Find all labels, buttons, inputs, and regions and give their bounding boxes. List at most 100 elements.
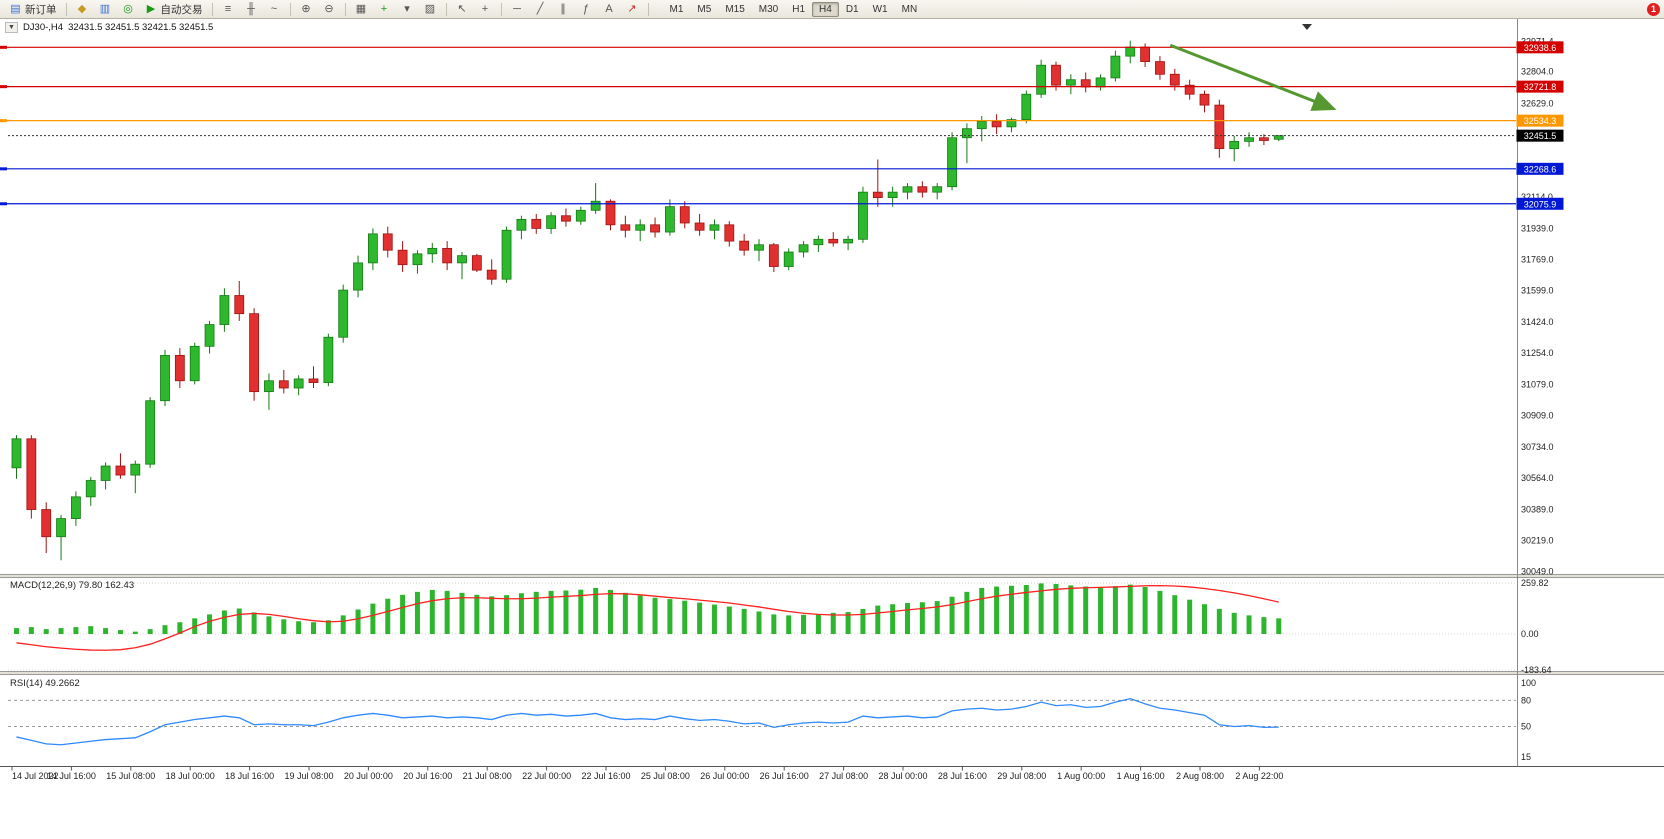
zoom-out-icon: ⊖ (324, 3, 334, 15)
svg-text:32075.9: 32075.9 (1524, 199, 1557, 209)
accounts-button[interactable]: ▥ (94, 0, 117, 18)
candlestick-chart-icon: ╫ (247, 3, 255, 15)
autotrade-button[interactable]: ▶ 自动交易 (140, 0, 208, 18)
zoom-in-button[interactable]: ⊕ (295, 0, 318, 18)
svg-text:21 Jul 08:00: 21 Jul 08:00 (463, 771, 512, 781)
svg-text:2 Aug 22:00: 2 Aug 22:00 (1235, 771, 1283, 781)
text-tool-button[interactable]: A (598, 0, 621, 18)
price-label-box: 32075.9 (1516, 197, 1564, 210)
svg-text:28 Jul 16:00: 28 Jul 16:00 (938, 771, 987, 781)
svg-text:31599.0: 31599.0 (1521, 285, 1554, 295)
tile-windows-icon: ▦ (355, 3, 367, 15)
candlestick-chart-button[interactable]: ╫ (240, 0, 263, 18)
horizontal-line[interactable] (0, 202, 1516, 206)
bar-chart-button[interactable]: ≡ (217, 0, 240, 18)
timeframe-d1[interactable]: D1 (845, 3, 859, 15)
svg-text:15: 15 (1521, 752, 1531, 762)
timeframe-h4[interactable]: H4 (812, 1, 839, 17)
svg-text:259.82: 259.82 (1521, 578, 1549, 588)
timeframe-m30[interactable]: M30 (758, 3, 779, 15)
pane-separator[interactable] (0, 574, 1664, 578)
timeframe-w1[interactable]: W1 (872, 3, 888, 15)
arrows-tool-button[interactable]: ↗ (621, 0, 644, 18)
svg-text:30564.0: 30564.0 (1521, 473, 1554, 483)
tile-windows-button[interactable]: ▦ (350, 0, 373, 18)
svg-text:26 Jul 00:00: 26 Jul 00:00 (700, 771, 749, 781)
periods-button[interactable]: ▾ (396, 0, 419, 18)
timeframe-h1[interactable]: H1 (792, 3, 806, 15)
pane-separator[interactable] (0, 671, 1664, 675)
svg-text:1 Aug 16:00: 1 Aug 16:00 (1117, 771, 1165, 781)
templates-button[interactable]: ▨ (419, 0, 442, 18)
arrows-tool-icon: ↗ (627, 3, 637, 15)
svg-text:31079.0: 31079.0 (1521, 380, 1554, 390)
text-tool-icon: A (605, 3, 613, 15)
one-click-trading-toggle[interactable]: ▼ (5, 22, 18, 33)
chart-shift-marker[interactable] (1302, 24, 1312, 30)
accounts-icon: ▥ (99, 3, 111, 15)
timeframe-m15[interactable]: M15 (725, 3, 745, 15)
price-label-box: 32938.6 (1516, 41, 1564, 54)
svg-text:32114.0: 32114.0 (1521, 192, 1553, 202)
macd-pane (8, 582, 1516, 671)
funds-button[interactable]: ◆ (71, 0, 94, 18)
fibonacci-icon: ƒ (582, 3, 590, 15)
price-label-box: 32721.8 (1516, 80, 1564, 93)
horizontal-line[interactable] (0, 167, 1516, 171)
svg-text:18 Jul 00:00: 18 Jul 00:00 (166, 771, 215, 781)
svg-text:27 Jul 08:00: 27 Jul 08:00 (819, 771, 868, 781)
svg-text:22 Jul 16:00: 22 Jul 16:00 (581, 771, 630, 781)
cursor-icon: ↖ (457, 3, 467, 15)
timeframe-m5[interactable]: M5 (697, 3, 712, 15)
support-button[interactable]: ◎ (117, 0, 140, 18)
svg-text:18 Jul 16:00: 18 Jul 16:00 (225, 771, 274, 781)
horizontal-line[interactable] (0, 85, 1516, 89)
svg-text:32534.3: 32534.3 (1524, 116, 1557, 126)
svg-text:2 Aug 08:00: 2 Aug 08:00 (1176, 771, 1224, 781)
svg-text:30734.0: 30734.0 (1521, 442, 1554, 452)
periods-icon: ▾ (404, 3, 410, 15)
chart-header: ▼ DJ30-,H4 32431.5 32451.5 32421.5 32451… (5, 22, 213, 33)
rsi-label: RSI(14) 49.2662 (10, 678, 80, 689)
svg-text:30049.0: 30049.0 (1521, 566, 1554, 576)
svg-text:100: 100 (1521, 678, 1536, 688)
svg-text:1 Aug 00:00: 1 Aug 00:00 (1057, 771, 1105, 781)
svg-text:32804.0: 32804.0 (1521, 67, 1554, 77)
timeframe-m1[interactable]: M1 (669, 3, 684, 15)
horizontal-line[interactable] (0, 45, 1516, 49)
trend-arrow[interactable] (1169, 43, 1337, 111)
line-chart-button[interactable]: ~ (263, 0, 286, 18)
crosshair-tool-button[interactable]: + (474, 0, 497, 18)
new-order-icon: ▤ (10, 3, 21, 15)
svg-text:31254.0: 31254.0 (1521, 348, 1554, 358)
svg-text:28 Jul 00:00: 28 Jul 00:00 (878, 771, 927, 781)
notification-badge[interactable]: 1 (1647, 2, 1660, 16)
svg-text:0.00: 0.00 (1521, 629, 1539, 639)
horizontal-line[interactable] (0, 119, 1516, 123)
svg-text:20 Jul 00:00: 20 Jul 00:00 (344, 771, 393, 781)
channel-tool-button[interactable]: ∥ (552, 0, 575, 18)
trendline-tool-button[interactable]: ╱ (529, 0, 552, 18)
channel-icon: ∥ (560, 3, 566, 15)
svg-text:31424.0: 31424.0 (1521, 317, 1554, 327)
cursor-tool-button[interactable]: ↖ (451, 0, 474, 18)
indicators-icon: + (380, 3, 388, 15)
horizontal-line-icon: ─ (513, 3, 521, 15)
timeframe-mn[interactable]: MN (901, 3, 918, 15)
fibonacci-tool-button[interactable]: ƒ (575, 0, 598, 18)
rsi-pane (8, 699, 1516, 727)
svg-text:32451.5: 32451.5 (1524, 131, 1557, 141)
toolbar-separator (647, 2, 649, 16)
zoom-out-button[interactable]: ⊖ (318, 0, 341, 18)
templates-icon: ▨ (424, 3, 436, 15)
svg-text:32268.6: 32268.6 (1524, 164, 1557, 174)
price-label-box: 32268.6 (1516, 162, 1564, 175)
toolbar-separator (65, 2, 67, 16)
horizontal-line-tool-button[interactable]: ─ (506, 0, 529, 18)
price-chart-canvas[interactable]: MACD(12,26,9) 79.80 162.43 259.82 0.00 -183… (0, 19, 1664, 839)
new-order-button[interactable]: ▤ 新订单 (4, 0, 62, 18)
price-label-box: 32451.5 (1516, 129, 1564, 142)
indicators-button[interactable]: + (373, 0, 396, 18)
